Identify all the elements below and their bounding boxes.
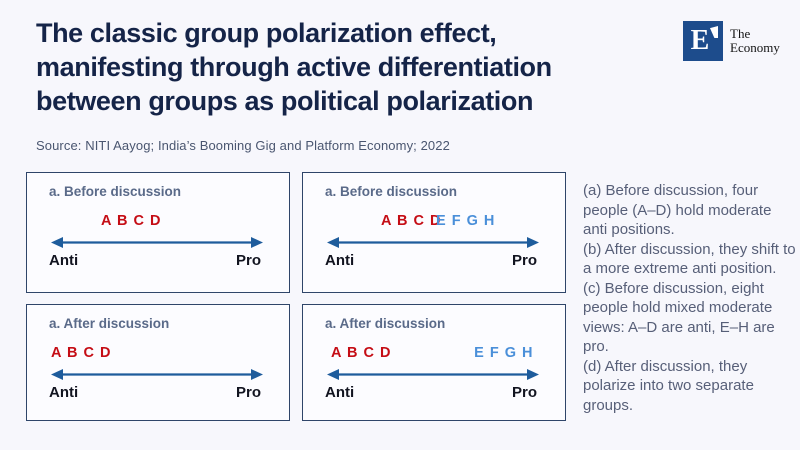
panel-heading: a. Before discussion: [325, 184, 458, 199]
anti-group-letters: A B C D: [381, 213, 441, 229]
axis-labels: Anti Pro: [325, 384, 537, 401]
panel-before-discussion-b: a. Before discussion A B C D E F G H Ant…: [302, 172, 566, 293]
logo-quote-mark-icon: [710, 26, 718, 38]
anti-group-letters: A B C D: [51, 345, 111, 361]
panel-after-discussion-b: a. After discussion A B C D E F G H Anti…: [302, 304, 566, 421]
logo-wordmark: The Economy: [730, 27, 780, 55]
spectrum-arrow-icon: [327, 237, 539, 248]
pro-label: Pro: [511, 384, 537, 401]
caption-column: (a) Before discussion, four people (A–D)…: [583, 181, 796, 415]
anti-label: Anti: [325, 384, 355, 401]
caption-paragraph: (b) After discussion, they shift to a mo…: [583, 240, 796, 278]
logo-wordmark-line: The: [730, 26, 751, 41]
caption-paragraph: (a) Before discussion, four people (A–D)…: [583, 182, 772, 238]
page-title-line: between groups as political polarization: [36, 86, 534, 116]
logo-square: E: [683, 21, 723, 61]
pro-label: Pro: [511, 252, 537, 269]
page-title: The classic group polarization effect, m…: [36, 16, 676, 118]
panel-heading: a. Before discussion: [49, 184, 182, 199]
pro-group-letters: E F G H: [474, 345, 533, 361]
panel-heading: a. After discussion: [49, 316, 170, 331]
anti-group-letters: A B C D: [101, 213, 161, 229]
anti-group-letters: A B C D: [331, 345, 391, 361]
anti-label: Anti: [325, 252, 355, 269]
logo-letter: E: [690, 25, 710, 56]
logo-wordmark-line: Economy: [730, 40, 780, 55]
panel-before-discussion-a: a. Before discussion A B C D Anti Pro: [26, 172, 290, 293]
panel-after-discussion-a: a. After discussion A B C D Anti Pro: [26, 304, 290, 421]
axis-labels: Anti Pro: [49, 252, 261, 269]
axis-labels: Anti Pro: [325, 252, 537, 269]
pro-label: Pro: [235, 384, 261, 401]
spectrum-arrow-icon: [327, 369, 539, 380]
anti-label: Anti: [49, 384, 79, 401]
axis-labels: Anti Pro: [49, 384, 261, 401]
anti-label: Anti: [49, 252, 79, 269]
caption-paragraph: (c) Before discussion, eight people hold…: [583, 279, 775, 356]
source-line: Source: NITI Aayog; India’s Booming Gig …: [36, 138, 450, 153]
pro-group-letters: E F G H: [436, 213, 495, 229]
publisher-logo: E The Economy: [683, 21, 780, 61]
pro-label: Pro: [235, 252, 261, 269]
caption-paragraph: (d) After discussion, they polarize into…: [583, 357, 754, 414]
spectrum-arrow-icon: [51, 237, 263, 248]
page-title-line: manifesting through active differentiati…: [36, 52, 552, 82]
page-title-line: The classic group polarization effect,: [36, 18, 497, 48]
panel-heading: a. After discussion: [325, 316, 446, 331]
spectrum-arrow-icon: [51, 369, 263, 380]
